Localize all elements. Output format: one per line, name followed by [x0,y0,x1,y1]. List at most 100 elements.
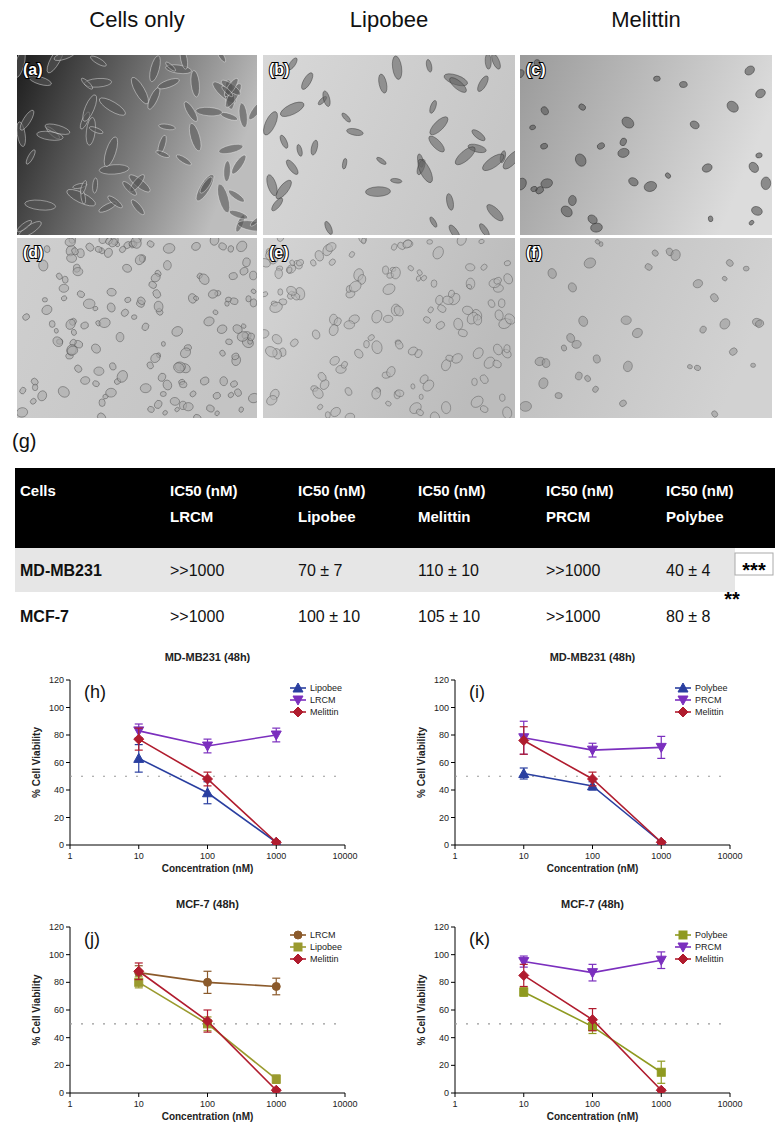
y-tick [451,762,455,763]
error-cap [520,964,528,965]
x-tick [523,845,524,849]
error-bar [657,736,665,758]
cell [383,315,393,323]
cell [151,288,162,299]
chart: MD-MB231 (48h)02040608010012011010010001… [31,651,358,874]
table-cell: 70 ± 7 [298,562,342,579]
cell [333,316,343,327]
cell [215,183,232,214]
cell [328,258,337,267]
cell [504,260,511,266]
cell [190,241,202,252]
error-cap [204,1032,212,1033]
cell [361,238,366,244]
error-cap [589,772,597,773]
y-tick [66,680,70,681]
error-cap [520,721,528,722]
cell [348,251,355,259]
cell [263,329,270,340]
series-line [524,774,662,843]
y-tick-label: 100 [434,950,449,960]
cell [268,301,283,315]
cell [53,55,76,63]
legend-marker [678,683,688,692]
legend: LRCMLipobeeMelittin [290,930,342,964]
cell [24,199,56,212]
error-bar [204,971,212,993]
error-cap [204,993,212,994]
data-point [656,837,666,845]
table-cell: 110 ± 10 [418,562,479,579]
cell [357,238,367,244]
cell [40,303,53,316]
cell [429,216,439,228]
cell [263,291,269,298]
y-tick [66,845,70,846]
error-bar [520,721,528,754]
cell [215,55,227,63]
cell [582,256,597,270]
cell [101,135,120,168]
cell [54,328,59,334]
cell [18,108,36,131]
error-cap [204,785,212,786]
cell [618,399,627,408]
data-point [520,988,528,996]
y-tick [66,762,70,763]
cell [73,267,83,275]
cell [710,410,718,418]
y-tick-label: 20 [439,813,449,823]
error-bar [657,1061,665,1083]
cell [701,162,714,173]
legend-marker [679,931,687,939]
error-cap [520,754,528,755]
cell [621,316,631,325]
cell [754,318,765,329]
chart-title: MD-MB231 (48h) [550,651,636,663]
cell [453,318,463,331]
legend-label: PRCM [695,695,722,705]
data-point [588,746,598,755]
y-tick-label: 20 [439,1060,449,1070]
cell [220,85,234,98]
cell [490,55,502,70]
cell [49,320,55,327]
legend-marker [293,696,303,705]
cell [425,59,433,73]
cell [133,253,146,266]
cell [344,386,353,396]
cell [466,284,472,290]
cell [619,137,627,146]
error-cap [520,778,528,779]
x-axis-title: Concentration (nM) [547,863,639,874]
cell [162,410,168,417]
x-tick [345,1093,346,1097]
cell [530,186,538,193]
cell [240,323,246,329]
table-row-bg [15,548,735,592]
cell [229,153,248,176]
cell [153,399,163,410]
cell [560,344,567,352]
cell [89,55,107,68]
legend-marker [678,943,688,952]
error-bar [589,743,597,757]
chart: MCF-7 (48h)02040608010012011010010001000… [416,898,743,1122]
cell [365,186,390,196]
cell [106,194,124,209]
cell [363,340,370,348]
cell [299,71,315,91]
cell [596,142,605,151]
error-bar [135,963,143,980]
cell [296,259,305,267]
table-header: IC50 (nM) [170,482,238,499]
cell [80,376,90,385]
cell [394,339,404,350]
y-tick-label: 80 [54,730,64,740]
chart-title: MCF-7 (48h) [176,898,239,910]
legend-marker [678,954,688,964]
micrograph [263,55,515,235]
y-tick-label: 0 [59,1088,64,1098]
significance: ** [724,588,740,610]
y-tick-label: 120 [434,675,449,685]
